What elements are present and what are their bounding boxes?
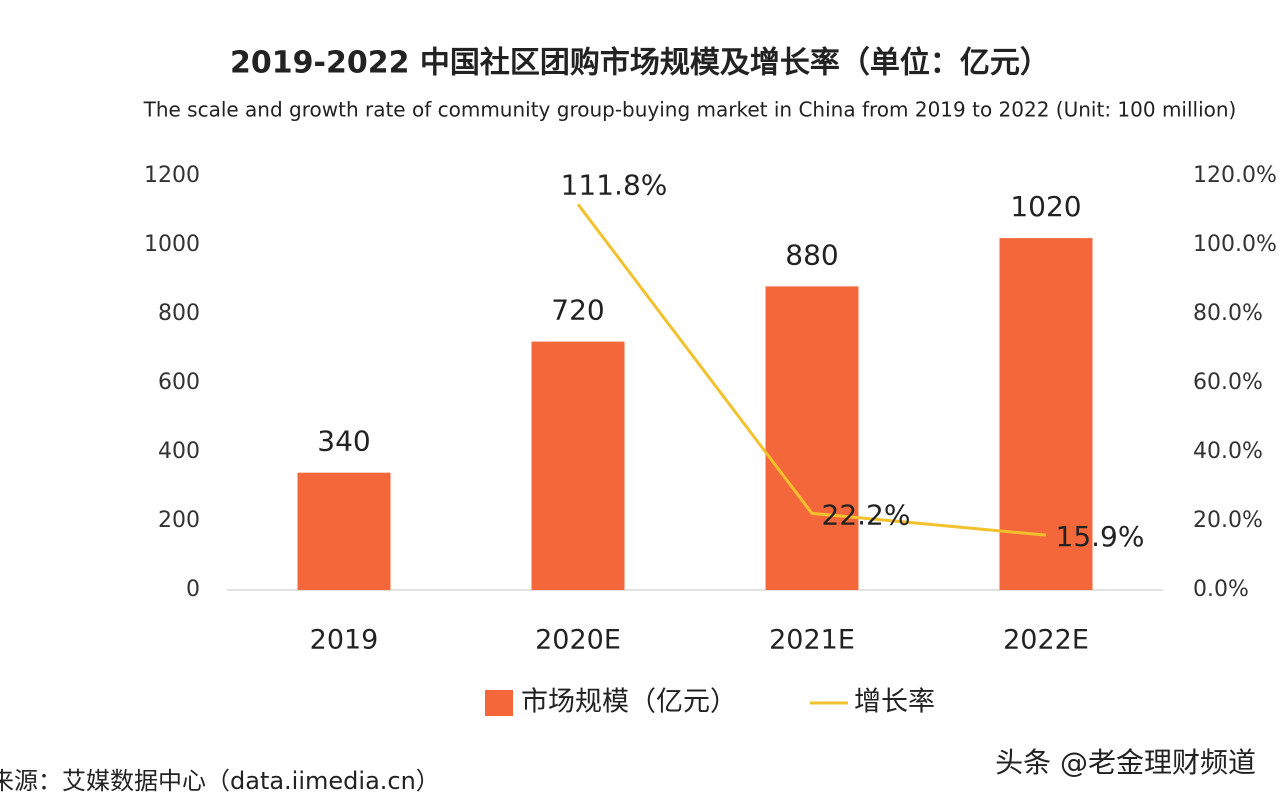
chart-title: 2019-2022 中国社区团购市场规模及增长率（单位：亿元） [230, 46, 1050, 81]
chart-subtitle: The scale and growth rate of community g… [143, 98, 1237, 122]
line [576, 203, 1047, 537]
y2-tick-label: 20.0% [1193, 508, 1263, 533]
y-tick-label: 400 [158, 439, 200, 464]
y2-tick-label: 0.0% [1193, 577, 1249, 602]
data-label: 15.9% [1056, 520, 1145, 553]
bar [765, 286, 859, 590]
data-label: 340 [317, 425, 370, 458]
y2-tick-label: 120.0% [1193, 163, 1277, 188]
data-label: 111.8% [561, 168, 668, 201]
y-tick-label: 0 [186, 577, 200, 602]
bar [531, 341, 625, 590]
bar [297, 472, 391, 590]
y-tick-label: 1000 [144, 232, 200, 257]
legend-label: 市场规模（亿元） [521, 687, 737, 718]
y-tick-label: 1200 [144, 163, 200, 188]
data-label: 880 [785, 238, 838, 271]
legend-swatch [485, 690, 513, 716]
y-tick-label: 600 [158, 370, 200, 395]
y2-tick-label: 60.0% [1193, 370, 1263, 395]
y2-tick-label: 40.0% [1193, 439, 1263, 464]
source-note: 来源：艾媒数据中心（data.iimedia.cn） [0, 767, 440, 795]
x-tick-label: 2019 [310, 625, 379, 656]
x-tick-label: 2021E [769, 625, 855, 656]
data-label: 22.2% [822, 498, 911, 531]
y-tick-label: 800 [158, 301, 200, 326]
data-label: 720 [551, 294, 604, 327]
watermark: 头条 @老金理财频道 [995, 746, 1256, 779]
y2-tick-label: 80.0% [1193, 301, 1263, 326]
y-tick-label: 200 [158, 508, 200, 533]
y2-tick-label: 100.0% [1193, 232, 1277, 257]
legend-label: 增长率 [854, 687, 935, 718]
data-label: 1020 [1010, 190, 1081, 223]
x-tick-label: 2022E [1003, 625, 1089, 656]
x-tick-label: 2020E [535, 625, 621, 656]
